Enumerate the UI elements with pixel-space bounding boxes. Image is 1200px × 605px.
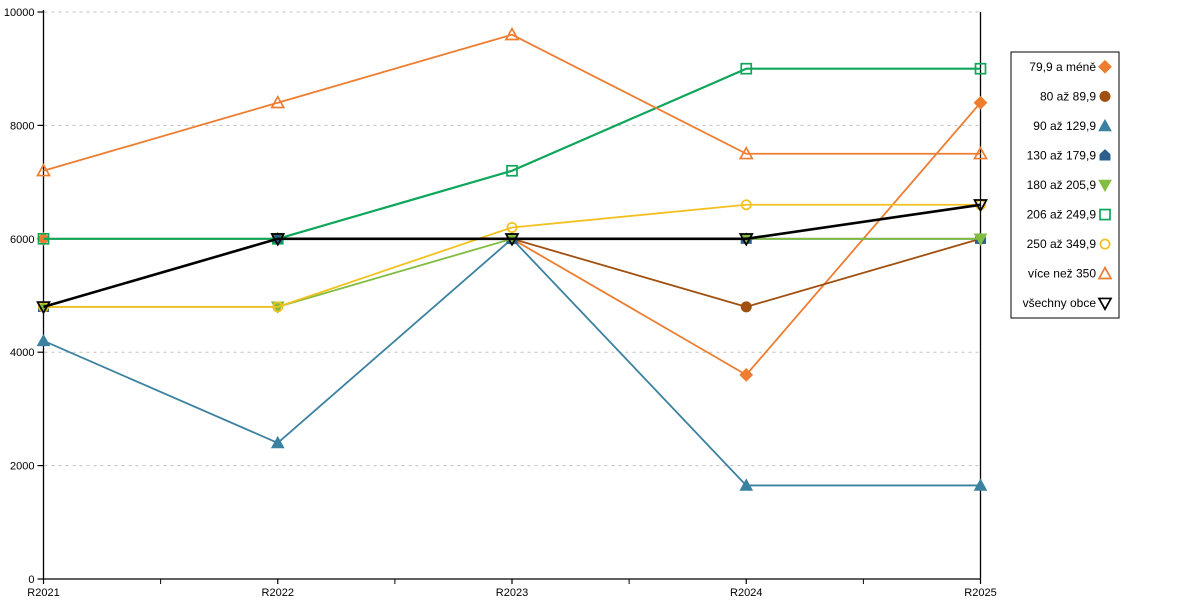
triangle-up-marker: [1097, 265, 1113, 280]
legend-item-label: 180 až 205,9: [1027, 178, 1097, 192]
legend-item-label: všechny obce: [1023, 296, 1097, 310]
legend-item-6: 206 až 249,9: [1027, 208, 1111, 222]
y-tick-label: 2000: [10, 461, 34, 473]
pentagon-marker: [1099, 149, 1111, 161]
triangle-down-marker: [1097, 297, 1113, 311]
diamond-marker: [973, 95, 988, 110]
diamond-marker: [1098, 59, 1112, 74]
series-line: [43, 67, 981, 240]
legend-item-8: více než 350: [1028, 265, 1113, 281]
triangle-up-marker: [270, 435, 285, 449]
legend-item-2: 80 až 89,9: [1040, 89, 1111, 103]
triangle-down-marker: [504, 233, 520, 247]
triangle-down-marker: [973, 233, 988, 246]
y-tick-label: 4000: [10, 347, 34, 359]
triangle-down-marker: [270, 233, 286, 247]
triangle-up-marker: [973, 478, 988, 491]
diamond-marker: [739, 367, 754, 382]
legend-item-1: 79,9 a méně: [1029, 59, 1112, 74]
legend-item-label: 79,9 a méně: [1029, 60, 1096, 74]
triangle-up-marker: [36, 333, 51, 347]
series-9: [36, 199, 988, 315]
legend-item-label: 250 až 349,9: [1027, 237, 1097, 251]
legend-item-label: 90 až 129,9: [1033, 119, 1096, 133]
circle-marker: [740, 301, 752, 313]
triangle-down-marker: [738, 233, 754, 247]
x-tick-label: R2022: [262, 587, 294, 599]
series-8: [36, 26, 988, 177]
legend-item-label: více než 350: [1028, 267, 1096, 281]
legend-item-5: 180 až 205,9: [1027, 178, 1112, 193]
triangle-up-marker: [738, 145, 754, 160]
x-tick-label: R2025: [964, 587, 996, 599]
triangle-up-marker: [1098, 118, 1112, 132]
triangle-up-marker: [504, 26, 520, 41]
x-tick-label: R2023: [496, 587, 528, 599]
square-marker: [506, 164, 518, 177]
x-tick-label: R2021: [27, 587, 59, 599]
circle-marker: [1099, 90, 1111, 102]
legend-item-label: 130 až 179,9: [1027, 148, 1097, 162]
series-line: [43, 33, 981, 172]
circle-marker: [506, 222, 518, 233]
legend-item-3: 90 až 129,9: [1033, 118, 1112, 133]
triangle-up-marker: [739, 478, 754, 491]
legend-item-7: 250 až 349,9: [1027, 237, 1111, 251]
series-line: [43, 237, 981, 308]
legend-item-label: 206 až 249,9: [1027, 208, 1097, 222]
triangle-down-marker: [36, 301, 51, 315]
series-line: [43, 237, 981, 308]
square-marker: [974, 62, 987, 75]
series-7: [38, 199, 986, 313]
legend: 79,9 a méně 80 až 89,9 90 až 129,9 130 až 1…: [1010, 51, 1120, 319]
legend-item-4: 130 až 179,9: [1027, 148, 1111, 162]
square-marker: [1099, 208, 1111, 221]
triangle-up-marker: [270, 94, 286, 109]
series-line: [43, 237, 981, 487]
square-marker: [740, 62, 753, 75]
series-line: [43, 203, 981, 308]
y-tick-label: 10000: [4, 7, 35, 19]
x-tick-label: R2024: [730, 587, 762, 599]
y-tick-label: 0: [28, 574, 34, 586]
triangle-down-marker: [973, 199, 988, 213]
triangle-down-marker: [1098, 179, 1112, 193]
circle-marker: [272, 301, 284, 313]
circle-marker: [1099, 238, 1111, 250]
legend-item-label: 80 až 89,9: [1040, 89, 1096, 103]
triangle-up-marker: [36, 163, 51, 177]
legend-item-9: všechny obce: [1023, 296, 1113, 311]
triangle-up-marker: [973, 145, 988, 160]
series-line: [43, 237, 981, 308]
series-3: [36, 231, 988, 491]
circle-marker: [740, 199, 752, 211]
y-tick-label: 8000: [10, 120, 34, 132]
y-tick-label: 6000: [10, 234, 34, 246]
series-line: [43, 203, 981, 309]
square-marker: [37, 232, 50, 245]
